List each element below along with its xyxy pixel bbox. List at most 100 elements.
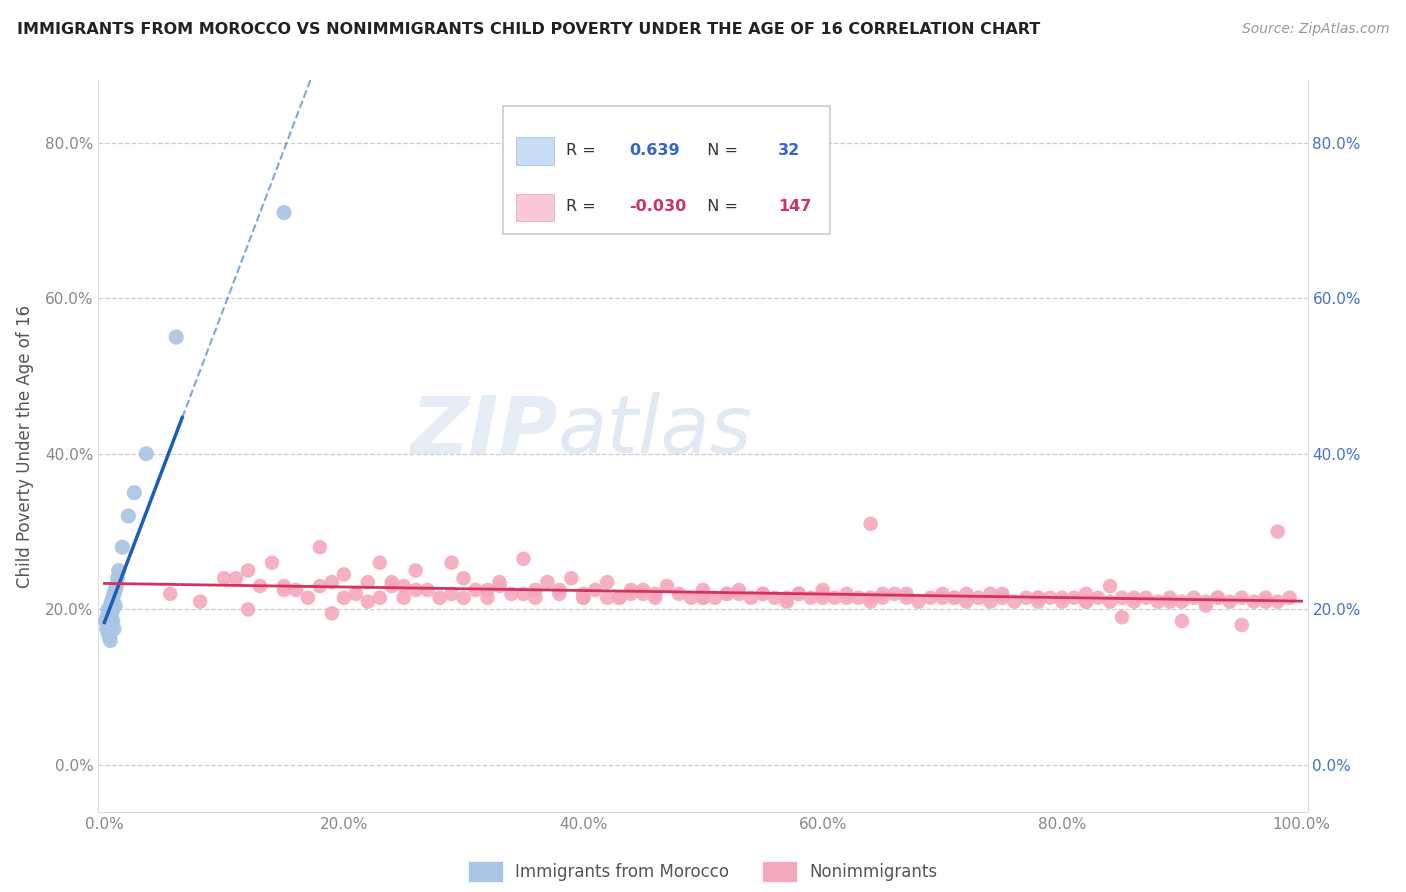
Text: ZIP: ZIP	[411, 392, 558, 470]
Point	[955, 594, 977, 608]
Point	[524, 582, 547, 597]
Point	[991, 591, 1014, 605]
Point	[159, 587, 181, 601]
Point	[381, 575, 404, 590]
Text: N =: N =	[697, 143, 744, 158]
Point	[1099, 579, 1122, 593]
Point	[124, 485, 146, 500]
Point	[607, 591, 630, 605]
Point	[357, 594, 380, 608]
Point	[1026, 591, 1049, 605]
Text: R =: R =	[567, 143, 602, 158]
Point	[405, 564, 427, 578]
Point	[453, 571, 475, 585]
Point	[260, 556, 283, 570]
Point	[811, 582, 834, 597]
Point	[1123, 591, 1146, 605]
Point	[668, 587, 690, 601]
Point	[1002, 594, 1025, 608]
Point	[1219, 594, 1241, 608]
Point	[931, 591, 953, 605]
Point	[1182, 591, 1205, 605]
Point	[763, 591, 786, 605]
Point	[1123, 594, 1146, 608]
Point	[321, 575, 343, 590]
Point	[1159, 591, 1181, 605]
Point	[1243, 594, 1265, 608]
Point	[100, 633, 122, 648]
Point	[1074, 587, 1097, 601]
Point	[979, 594, 1001, 608]
Y-axis label: Child Poverty Under the Age of 16: Child Poverty Under the Age of 16	[15, 304, 34, 588]
Point	[101, 591, 124, 605]
Point	[728, 582, 751, 597]
Point	[560, 571, 582, 585]
Point	[548, 587, 571, 601]
Point	[1111, 591, 1133, 605]
Text: N =: N =	[697, 199, 744, 214]
Point	[236, 564, 259, 578]
Point	[100, 622, 122, 636]
Point	[477, 582, 499, 597]
Point	[1074, 594, 1097, 608]
Point	[920, 591, 942, 605]
Point	[979, 587, 1001, 601]
Point	[273, 582, 295, 597]
Point	[100, 594, 122, 608]
Point	[97, 602, 120, 616]
Point	[225, 571, 247, 585]
Point	[98, 607, 121, 621]
Point	[1171, 614, 1194, 628]
Point	[284, 582, 307, 597]
Point	[631, 587, 654, 601]
Point	[596, 575, 619, 590]
Text: 32: 32	[778, 143, 800, 158]
Point	[1206, 591, 1229, 605]
Point	[453, 591, 475, 605]
Point	[716, 587, 738, 601]
Point	[392, 579, 415, 593]
Point	[103, 622, 125, 636]
Text: IMMIGRANTS FROM MOROCCO VS NONIMMIGRANTS CHILD POVERTY UNDER THE AGE OF 16 CORRE: IMMIGRANTS FROM MOROCCO VS NONIMMIGRANTS…	[17, 22, 1040, 37]
Point	[896, 587, 918, 601]
Point	[1206, 591, 1229, 605]
Point	[1099, 594, 1122, 608]
Point	[883, 587, 905, 601]
FancyBboxPatch shape	[503, 106, 830, 234]
Point	[644, 587, 666, 601]
Point	[464, 582, 486, 597]
Point	[644, 591, 666, 605]
Point	[100, 610, 122, 624]
FancyBboxPatch shape	[516, 137, 554, 165]
Point	[811, 591, 834, 605]
Point	[740, 591, 762, 605]
Point	[1074, 594, 1097, 608]
Text: 0.639: 0.639	[630, 143, 681, 158]
Point	[105, 579, 128, 593]
Text: atlas: atlas	[558, 392, 752, 470]
Point	[1026, 594, 1049, 608]
Point	[1230, 618, 1253, 632]
Point	[1039, 591, 1062, 605]
Text: -0.030: -0.030	[630, 199, 686, 214]
Point	[752, 587, 775, 601]
Point	[524, 591, 547, 605]
Point	[333, 567, 356, 582]
Point	[1267, 524, 1289, 539]
Point	[98, 618, 121, 632]
Point	[620, 582, 643, 597]
Point	[429, 591, 451, 605]
Point	[1195, 594, 1218, 608]
Point	[859, 594, 882, 608]
Point	[273, 579, 295, 593]
Point	[848, 591, 870, 605]
Point	[872, 587, 894, 601]
Point	[98, 630, 121, 644]
Point	[477, 591, 499, 605]
Point	[309, 540, 332, 554]
Point	[405, 582, 427, 597]
Point	[94, 614, 117, 628]
Point	[1111, 610, 1133, 624]
Point	[548, 582, 571, 597]
Point	[100, 618, 122, 632]
